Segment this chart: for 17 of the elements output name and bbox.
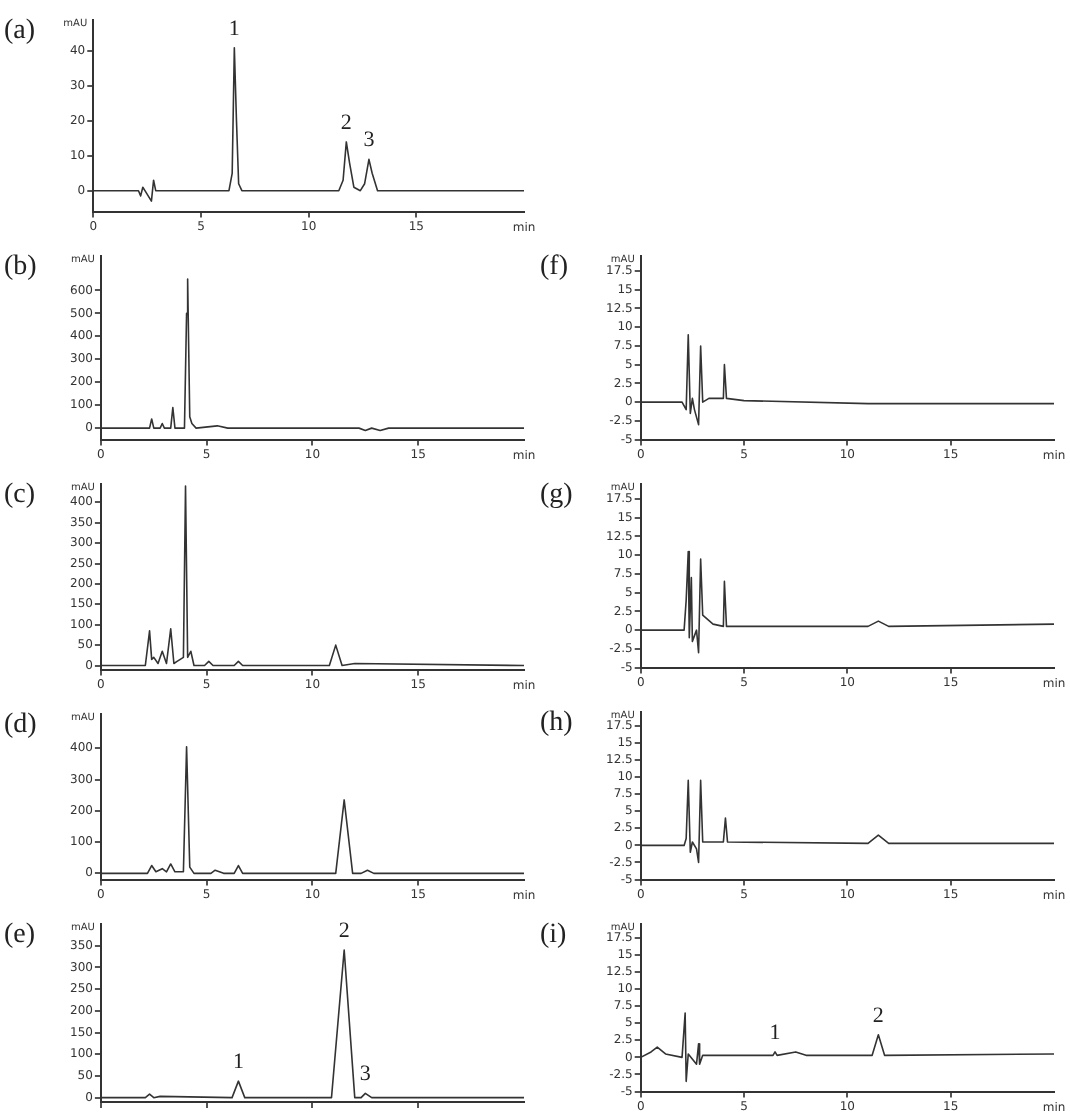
chart-title: (c) xyxy=(4,480,36,512)
annotation: 1 xyxy=(228,16,240,41)
chart-title: (e) xyxy=(4,920,36,952)
chart-title: (i) xyxy=(540,920,567,952)
chart-title: (f) xyxy=(540,252,568,284)
chart-title: (d) xyxy=(4,710,37,742)
annotation: 1 xyxy=(232,1049,244,1074)
annotation: 2 xyxy=(340,110,352,135)
annotation: 2 xyxy=(338,918,350,943)
annotation: 1 xyxy=(769,1020,781,1045)
annotation: 2 xyxy=(872,1003,884,1028)
chart-title: (h) xyxy=(540,708,573,740)
chart-title: (a) xyxy=(4,16,36,48)
chart-title: (b) xyxy=(4,252,37,284)
annotation: 3 xyxy=(363,128,376,153)
annotation: 3 xyxy=(359,1062,372,1087)
chart-title: (g) xyxy=(540,480,573,512)
